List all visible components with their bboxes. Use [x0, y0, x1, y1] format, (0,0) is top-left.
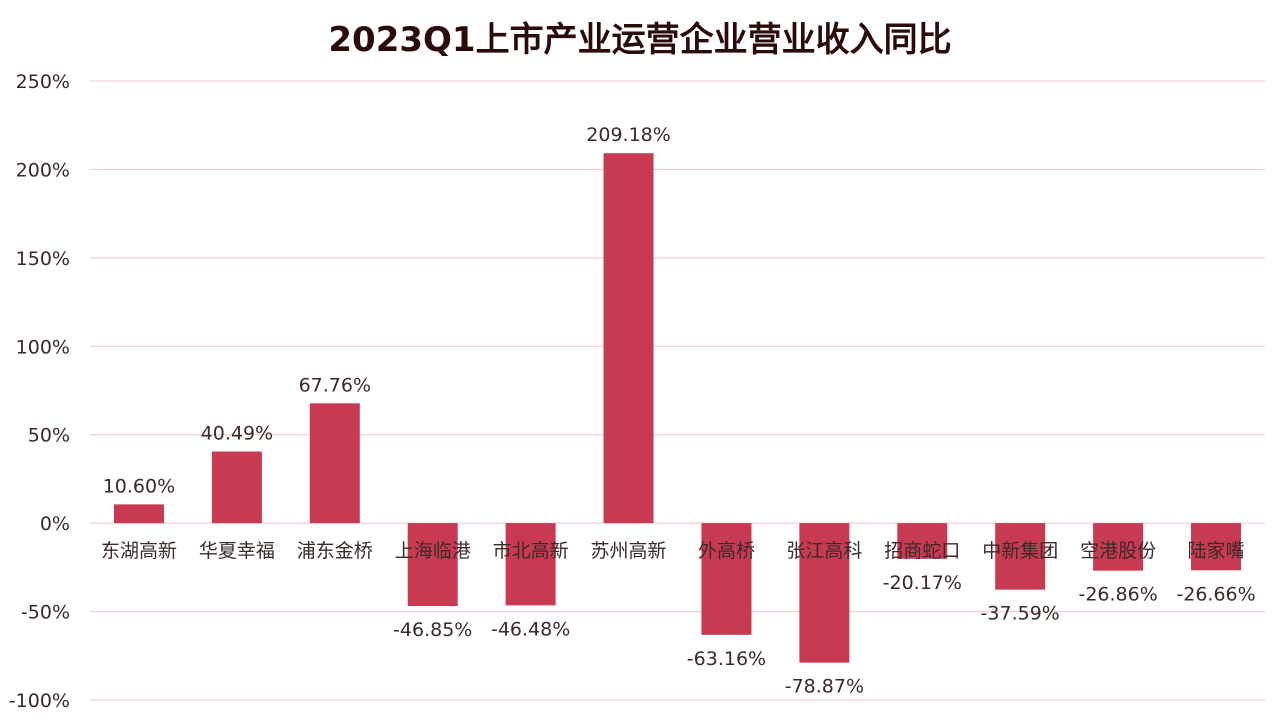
data-labels: 10.60% 40.49% 67.76% -46.85% -46.48% 209.18% -… — [103, 124, 1256, 697]
y-tick-label: 50% — [28, 425, 70, 447]
category-label: 中新集团 — [982, 540, 1058, 562]
data-label: -46.85% — [393, 619, 472, 641]
data-label: -26.66% — [1176, 583, 1255, 605]
category-label: 华夏幸福 — [199, 540, 275, 562]
data-label: 40.49% — [201, 423, 273, 445]
category-label: 陆家嘴 — [1188, 540, 1245, 562]
category-label: 苏州高新 — [591, 540, 667, 562]
category-label: 外高桥 — [698, 540, 755, 562]
data-label: -26.86% — [1078, 584, 1157, 606]
data-label: -63.16% — [687, 648, 766, 670]
bar — [505, 523, 556, 606]
y-tick-label: 150% — [16, 248, 70, 270]
category-label: 东湖高新 — [101, 540, 177, 562]
data-label: -37.59% — [981, 603, 1060, 625]
bar — [1093, 523, 1144, 571]
bar — [309, 403, 360, 524]
y-tick-label: -50% — [21, 602, 70, 624]
grid-lines — [90, 80, 1265, 701]
bar — [799, 523, 850, 663]
bar — [113, 504, 164, 524]
bar — [211, 451, 262, 524]
category-label: 张江高科 — [786, 540, 862, 562]
y-tick-label: 250% — [16, 71, 70, 93]
data-label: -78.87% — [785, 676, 864, 698]
bar — [701, 523, 752, 635]
data-label: -46.48% — [491, 618, 570, 640]
category-label: 空港股份 — [1080, 540, 1156, 562]
chart-title: 2023Q1上市产业运营企业营业收入同比 — [328, 20, 952, 60]
data-label: 67.76% — [299, 374, 371, 396]
y-axis-ticks: 250% 200% 150% 100% 50% 0% -50% -100% — [9, 71, 70, 712]
bar — [897, 523, 948, 559]
data-label: 209.18% — [586, 124, 671, 146]
bars — [113, 153, 1242, 663]
data-label: 10.60% — [103, 475, 175, 497]
bar — [1191, 523, 1242, 571]
bar — [995, 523, 1046, 590]
y-tick-label: 200% — [16, 159, 70, 181]
y-tick-label: 100% — [16, 336, 70, 358]
bar — [603, 153, 654, 524]
y-tick-label: 0% — [40, 513, 70, 535]
data-label: -20.17% — [883, 572, 962, 594]
category-labels: 东湖高新 华夏幸福 浦东金桥 上海临港 市北高新 苏州高新 外高桥 张江高科 招商蛇口 中新集团空… — [101, 540, 1245, 562]
bar — [407, 523, 458, 607]
category-label: 上海临港 — [395, 540, 471, 562]
y-tick-label: -100% — [9, 690, 70, 712]
category-label: 招商蛇口 — [884, 540, 960, 562]
category-label: 市北高新 — [493, 540, 569, 562]
category-label: 浦东金桥 — [297, 540, 373, 562]
